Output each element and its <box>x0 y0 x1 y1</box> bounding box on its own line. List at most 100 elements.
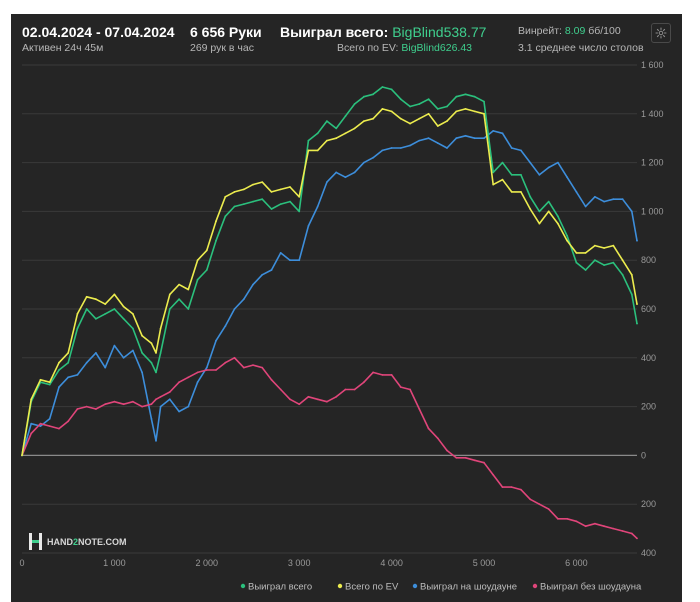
data-point <box>289 186 291 188</box>
data-point <box>178 381 181 384</box>
data-point <box>566 239 568 242</box>
winrate-unit: бб/100 <box>588 25 621 37</box>
data-point <box>48 381 51 384</box>
data-point <box>557 222 559 225</box>
data-point <box>630 273 633 276</box>
data-point <box>483 100 485 103</box>
data-point <box>298 195 301 198</box>
data-point <box>344 176 347 179</box>
data-point <box>187 405 190 408</box>
y-tick-label: 400 <box>641 353 656 363</box>
data-point <box>446 120 448 122</box>
data-point <box>270 378 273 381</box>
data-point <box>335 395 338 398</box>
data-point <box>326 400 328 403</box>
legend-item[interactable]: Выиграл всего <box>240 582 312 593</box>
data-point <box>155 398 157 401</box>
winrate: Винрейт: 8.09 бб/100 <box>518 25 621 37</box>
data-point <box>67 376 70 379</box>
data-point <box>196 381 199 384</box>
data-point <box>205 269 208 271</box>
data-point <box>538 503 541 506</box>
settings-button[interactable] <box>651 23 671 43</box>
data-point <box>270 191 273 193</box>
data-point <box>224 195 227 198</box>
data-point <box>141 334 144 337</box>
data-point <box>455 456 458 459</box>
data-point <box>399 386 402 388</box>
data-point <box>390 374 393 376</box>
data-point <box>501 178 504 181</box>
legend: Выиграл всего Всего по EV Выиграл на шоуда… <box>240 582 642 593</box>
data-point <box>104 403 107 406</box>
watermark-suffix: NOTE.COM <box>78 537 127 547</box>
data-point <box>150 342 153 345</box>
data-point <box>242 298 245 301</box>
legend-item[interactable]: Выиграл без шоудауна <box>532 582 642 593</box>
data-point <box>473 95 476 98</box>
data-point <box>612 198 615 201</box>
data-point <box>168 293 171 296</box>
data-point <box>409 105 411 108</box>
data-point <box>141 352 144 354</box>
y-tick-label: 1 200 <box>641 158 664 168</box>
data-point <box>363 381 365 384</box>
data-point <box>353 127 356 130</box>
data-point <box>630 532 633 535</box>
data-point <box>446 105 448 108</box>
data-point <box>390 110 393 113</box>
data-point <box>252 283 254 286</box>
y-tick-label: 200 <box>641 402 656 412</box>
data-point <box>261 198 264 201</box>
legend-item[interactable]: Выиграл на шоудауне <box>412 582 517 593</box>
data-point <box>584 205 587 208</box>
data-point <box>67 361 70 364</box>
data-point <box>252 364 254 366</box>
data-point <box>372 93 374 96</box>
data-point <box>279 388 282 391</box>
watermark: HAND2NOTE.COM <box>29 533 127 550</box>
data-point <box>594 522 596 525</box>
data-point <box>205 366 208 369</box>
data-point <box>30 422 33 425</box>
hand2note-logo-icon <box>29 533 42 550</box>
data-point <box>473 110 476 113</box>
data-point <box>155 352 157 354</box>
data-point <box>501 161 504 164</box>
data-point <box>224 325 227 327</box>
data-point <box>381 86 384 88</box>
data-point <box>594 195 596 198</box>
data-point <box>483 461 485 464</box>
data-point <box>104 366 107 369</box>
data-point <box>409 144 411 147</box>
data-point <box>316 149 319 152</box>
data-point <box>473 137 476 140</box>
data-point <box>455 137 458 140</box>
data-point <box>446 449 448 452</box>
x-tick-label: 4 000 <box>380 558 403 568</box>
data-point <box>473 459 476 462</box>
data-point <box>242 366 245 369</box>
data-point <box>279 252 282 254</box>
data-point <box>289 200 291 203</box>
legend-item[interactable]: Всего по EV <box>337 582 399 593</box>
data-point <box>603 200 605 203</box>
data-point <box>547 200 550 203</box>
data-point <box>390 147 393 149</box>
won-total-value: BigBlind538.77 <box>392 24 487 40</box>
data-point <box>76 374 79 376</box>
data-point <box>418 117 421 120</box>
x-tick-label: 0 <box>19 558 24 568</box>
data-point <box>621 530 624 532</box>
data-point <box>122 305 125 308</box>
winrate-value: 8.09 <box>564 25 586 37</box>
date-range: 02.04.2024 - 07.04.2024 <box>22 24 175 40</box>
data-point <box>492 171 495 174</box>
data-point <box>372 371 374 374</box>
y-tick-label: 1 000 <box>641 206 664 216</box>
data-point <box>363 120 365 122</box>
data-point <box>575 261 578 264</box>
data-point <box>316 132 319 135</box>
data-point <box>76 408 79 410</box>
data-point <box>113 293 116 296</box>
